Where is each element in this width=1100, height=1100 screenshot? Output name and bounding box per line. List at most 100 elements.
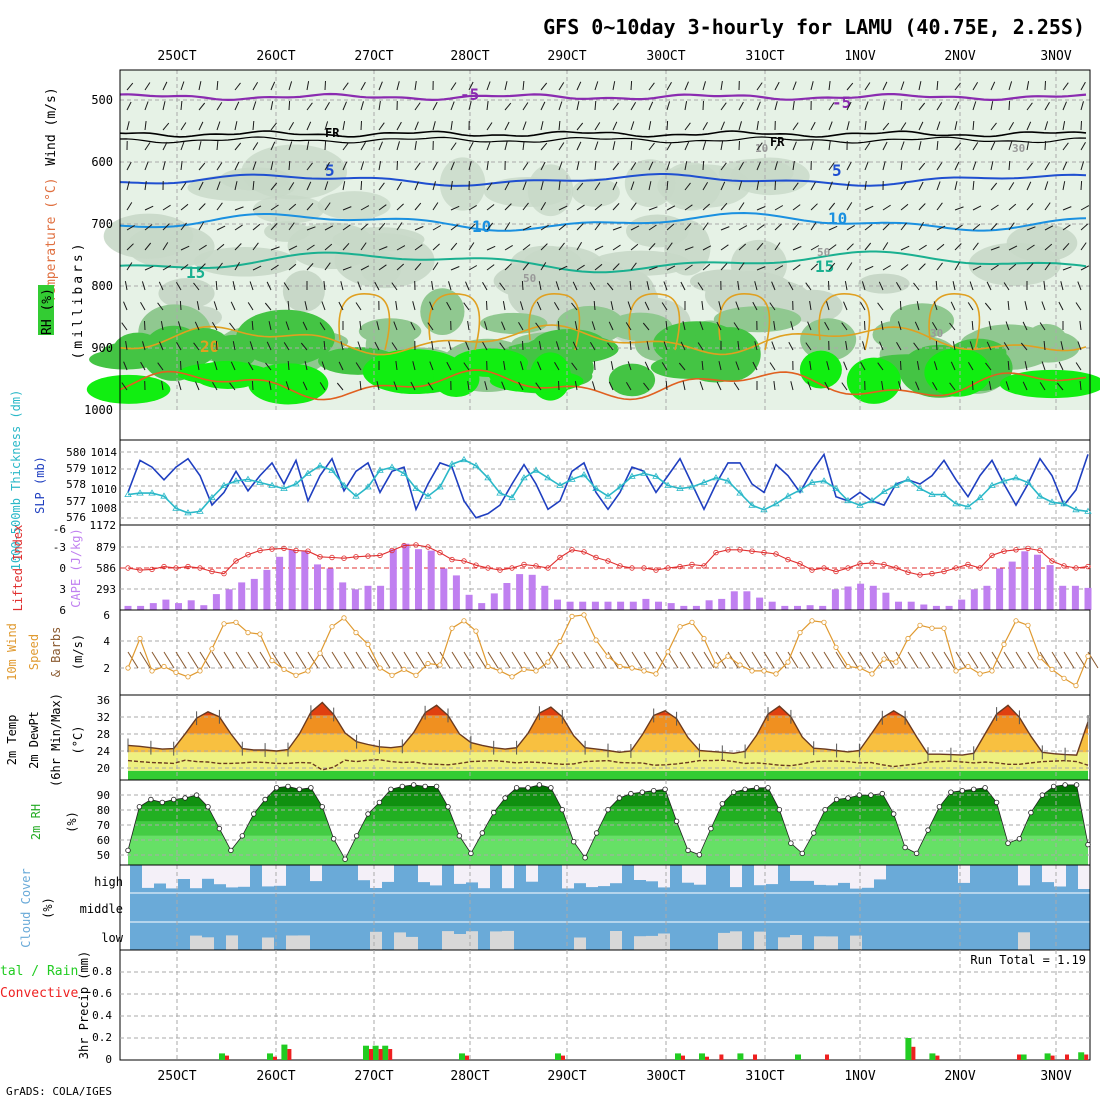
wind10m-barb [1063, 651, 1075, 669]
wind-barb [846, 161, 852, 171]
wind-barb [125, 341, 128, 351]
cape-bar [604, 601, 612, 610]
cloud-low-cell [262, 937, 274, 950]
wind-barb [1008, 141, 1013, 151]
top-date-label: 3NOV [1040, 49, 1071, 64]
rh2m-point [205, 804, 211, 810]
thickness-line [127, 458, 1089, 514]
wind-barb [985, 362, 992, 371]
wind-barb [702, 160, 705, 171]
thickness-marker [820, 477, 828, 484]
lifted-index-point [941, 568, 947, 575]
thickness-marker [952, 500, 960, 507]
cloud-high-cell [478, 865, 490, 889]
wind-barb [252, 205, 262, 211]
wind-barb [196, 301, 200, 311]
wind10m-point [233, 619, 239, 625]
wind-barb [738, 181, 743, 191]
wind-barb [306, 244, 315, 251]
rh2m-point [376, 799, 383, 806]
wind-barb [630, 225, 640, 231]
thickness-marker [304, 469, 312, 476]
wind-barb [666, 180, 669, 191]
wind-barb [306, 162, 313, 171]
wind-barb [412, 361, 416, 371]
wind-barb [558, 142, 565, 151]
rh2m-point [788, 840, 794, 846]
cape-bar [970, 589, 978, 610]
wind-barb [864, 161, 869, 171]
wind-barb [720, 141, 724, 151]
lifted-index-point [689, 561, 695, 568]
cloud-high-cell [694, 865, 706, 885]
thickness-marker [592, 484, 600, 491]
ytick-t28: 28 [97, 728, 110, 741]
wind10m-barb [583, 651, 595, 669]
wind-barb [720, 121, 725, 131]
wind-barb [571, 362, 578, 371]
wind-barb [1044, 80, 1046, 91]
upper-air-yticks: 500 600 700 800 900 1000 [84, 93, 113, 417]
ytick-rh90: 90 [97, 789, 110, 802]
wind10m-barb [823, 651, 835, 669]
lifted-index-point [269, 546, 275, 552]
cape-bar [440, 568, 448, 610]
lifted-index-point [521, 561, 527, 568]
wind-barb [194, 321, 200, 331]
wind-barb [950, 301, 956, 311]
wind-barb [684, 122, 691, 131]
rh2m-point [170, 796, 177, 803]
rh2m-yticks: 90 80 70 60 50 [97, 789, 110, 862]
cloud-low-cell [790, 935, 802, 950]
precip-convective-bar [287, 1049, 292, 1060]
cape-bar [920, 604, 928, 610]
wind10m-point [641, 668, 647, 674]
ytick-w6: 6 [103, 609, 110, 622]
rh2m-point [388, 786, 394, 792]
wind-barb [162, 161, 166, 171]
rh2m-point [662, 786, 668, 792]
wind-barb [482, 341, 488, 351]
wind-barb [504, 181, 510, 191]
wind-barb [918, 222, 925, 231]
wind-barb [270, 81, 276, 91]
wind-barb [949, 382, 956, 391]
precip-panel: 0.8 0.6 0.4 0.2 0 Run Total = 1.19 tal /… [0, 949, 1091, 1066]
wind-barb [252, 82, 259, 91]
cape-bar [1046, 565, 1054, 610]
wind-barb [342, 242, 350, 251]
wind-barb [342, 142, 349, 151]
wind-barb [391, 342, 398, 351]
lifted-index-point [281, 545, 287, 552]
wind10m-point [965, 663, 971, 670]
cloud-low-cell [646, 935, 658, 950]
precip-total-bar [1020, 1054, 1027, 1060]
wind-barb [342, 206, 352, 211]
wind-barb [990, 223, 998, 231]
bottom-date-label: 27OCT [354, 1069, 393, 1084]
wind-barb [576, 81, 582, 91]
cape-bar [175, 603, 182, 610]
wind-barb [648, 161, 654, 171]
wind-barb [288, 222, 295, 231]
wind-barb [486, 122, 493, 131]
wind10m-point [401, 666, 407, 673]
wind-barb [684, 101, 688, 111]
wind10m-point [377, 665, 383, 671]
wind10m-barb [499, 651, 511, 669]
lifted-index-point [233, 558, 239, 564]
cloud-low-cell [730, 931, 742, 950]
wind-barb [828, 202, 836, 211]
wind-barb [702, 245, 712, 251]
thickness-marker [160, 492, 168, 499]
wind10m-point [449, 625, 455, 631]
top-date-label: 31OCT [745, 49, 784, 64]
wind-barb [1080, 223, 1089, 231]
wind10m-point [677, 624, 683, 630]
wind-barb [843, 301, 848, 311]
thickness-marker [796, 486, 804, 493]
wind10m-barb [679, 651, 691, 669]
contour-label: FR [770, 135, 785, 149]
wind-barb [720, 202, 728, 211]
rh-blob [483, 176, 571, 208]
